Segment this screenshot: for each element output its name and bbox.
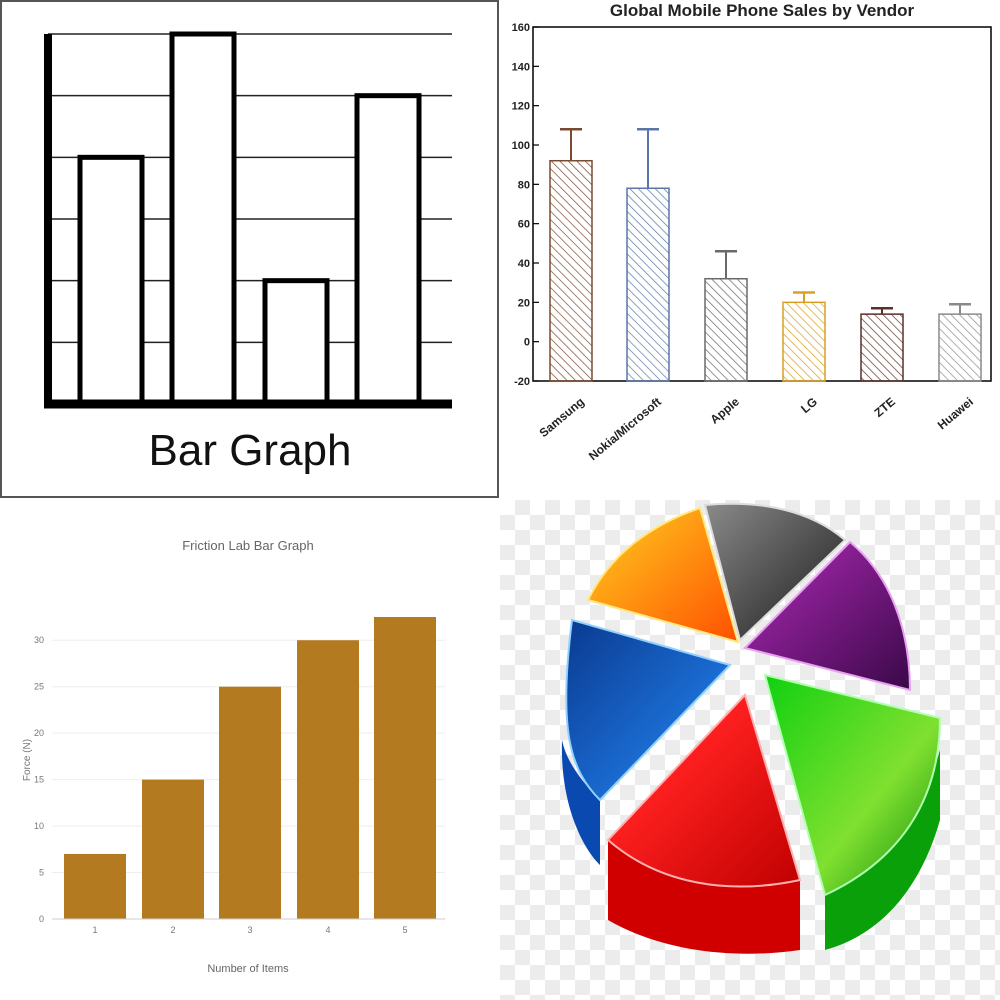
x-tick-label: 4 <box>325 925 330 935</box>
bar <box>374 617 436 919</box>
bar <box>782 301 826 382</box>
y-axis-ticks: 160 140 120 100 80 60 40 20 0 -20 <box>512 22 539 388</box>
y-tick-label: 15 <box>34 775 44 785</box>
red-slice-wall <box>608 840 800 954</box>
bar <box>549 159 593 382</box>
bars <box>64 617 436 919</box>
y-tick-label: 60 <box>518 219 530 231</box>
bar-graph-chart: Bar Graph <box>0 0 499 498</box>
x-tick-label: 2 <box>170 925 175 935</box>
green-slice-wall <box>825 750 940 950</box>
chart-title: Bar Graph <box>149 426 352 475</box>
bar <box>938 313 982 382</box>
bar <box>704 277 748 382</box>
y-tick-label: 40 <box>518 258 530 270</box>
chart-title: Friction Lab Bar Graph <box>182 538 314 553</box>
bar <box>219 686 281 919</box>
y-tick-label: 0 <box>39 914 44 924</box>
y-tick-label: 100 <box>512 140 530 152</box>
pie-chart-panel <box>500 500 1000 1000</box>
mobile-sales-panel: Global Mobile Phone Sales by Vendor 160 1… <box>500 0 1000 500</box>
y-tick-label: 20 <box>34 728 44 738</box>
bars <box>549 159 982 382</box>
x-tick-label: Nokia/Microsoft <box>586 395 664 464</box>
blue-slice <box>565 618 732 802</box>
purple-slice <box>743 540 912 692</box>
friction-lab-chart: Friction Lab Bar Graph 30 25 20 15 10 5 0 1 2 3 4… <box>22 538 445 975</box>
y-tick-label: 20 <box>518 297 530 309</box>
panel-border <box>0 0 499 498</box>
bar <box>142 779 204 919</box>
bar <box>77 154 145 407</box>
bars <box>77 31 422 407</box>
x-tick-label: Apple <box>707 394 742 426</box>
x-tick-label: 5 <box>402 925 407 935</box>
red-slice <box>606 693 802 888</box>
error-bars <box>560 128 971 315</box>
y-tick-label: 140 <box>512 61 530 73</box>
x-tick-label: 3 <box>247 925 252 935</box>
x-tick-label: ZTE <box>872 395 898 420</box>
x-axis-labels: Samsung Nokia/Microsoft Apple LG ZTE Huawei <box>537 394 976 463</box>
y-tick-label: 30 <box>34 635 44 645</box>
x-tick-label: 1 <box>92 925 97 935</box>
y-tick-label: 80 <box>518 179 530 191</box>
orange-slice <box>586 506 740 644</box>
x-axis-labels: 1 2 3 4 5 <box>92 925 407 935</box>
y-tick-label: 5 <box>39 868 44 878</box>
y-tick-label: -20 <box>514 376 530 388</box>
bar <box>169 31 237 407</box>
blue-slice-wall <box>561 740 600 865</box>
dark-slice <box>703 502 847 642</box>
bar <box>354 93 422 407</box>
y-tick-label: 10 <box>34 821 44 831</box>
plot-frame <box>532 26 992 382</box>
y-tick-label: 160 <box>512 22 530 34</box>
y-axis-ticks: 30 25 20 15 10 5 0 <box>34 635 44 924</box>
bar <box>626 187 670 382</box>
pie-chart <box>561 502 942 954</box>
x-tick-label: Huawei <box>935 395 976 433</box>
bar <box>297 640 359 919</box>
friction-lab-panel: Friction Lab Bar Graph 30 25 20 15 10 5 0 1 2 3 4… <box>0 500 500 1000</box>
x-axis-title: Number of Items <box>207 963 289 975</box>
y-tick-label: 25 <box>34 682 44 692</box>
bar <box>262 278 330 407</box>
chart-title: Global Mobile Phone Sales by Vendor <box>610 1 915 20</box>
mobile-sales-chart: Global Mobile Phone Sales by Vendor 1601… <box>512 1 992 463</box>
y-axis-title: Force (N) <box>22 739 33 781</box>
x-tick-label: Samsung <box>537 395 587 440</box>
y-tick-label: 0 <box>524 337 530 349</box>
bar <box>64 853 126 919</box>
bar <box>860 313 904 382</box>
green-slice <box>763 673 942 897</box>
bar-graph-panel: Bar Graph <box>0 0 500 500</box>
y-tick-label: 120 <box>512 101 530 113</box>
x-tick-label: LG <box>798 395 820 416</box>
